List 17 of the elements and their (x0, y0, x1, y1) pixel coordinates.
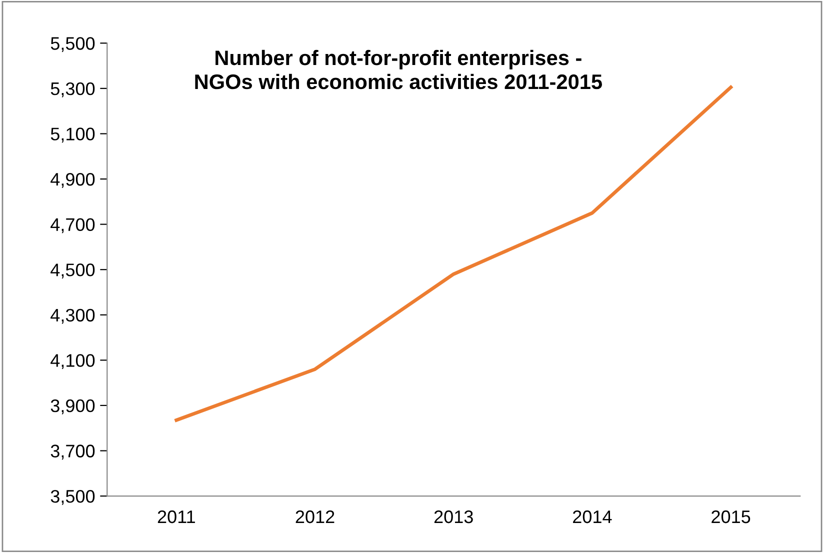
x-tick-label: 2015 (712, 510, 750, 524)
y-tick-label: 4,500 (50, 264, 95, 278)
y-tick-label: 5,300 (50, 82, 95, 98)
y-tick-label: 3,700 (50, 444, 95, 460)
y-tick-label: 4,900 (50, 172, 95, 188)
x-tick-label: 2014 (573, 510, 612, 524)
y-tick-label: 3,900 (50, 399, 95, 414)
y-tick-label: 5,500 (50, 37, 95, 52)
text: Number of not-for-profit enterprises - NGOs with economic activities 2011-2015 (195, 50, 602, 90)
x-tick-label: 2013 (434, 510, 473, 524)
y-tick-label: 4,100 (50, 354, 95, 370)
y-tick-label: 3,500 (50, 490, 95, 505)
y-tick-label: 4,300 (50, 308, 95, 324)
x-tick-label: 2011 (158, 510, 195, 524)
y-tick-label: 4,700 (50, 218, 95, 234)
y-tick-label: 5,100 (50, 128, 95, 143)
x-tick-label: 2012 (296, 510, 334, 524)
